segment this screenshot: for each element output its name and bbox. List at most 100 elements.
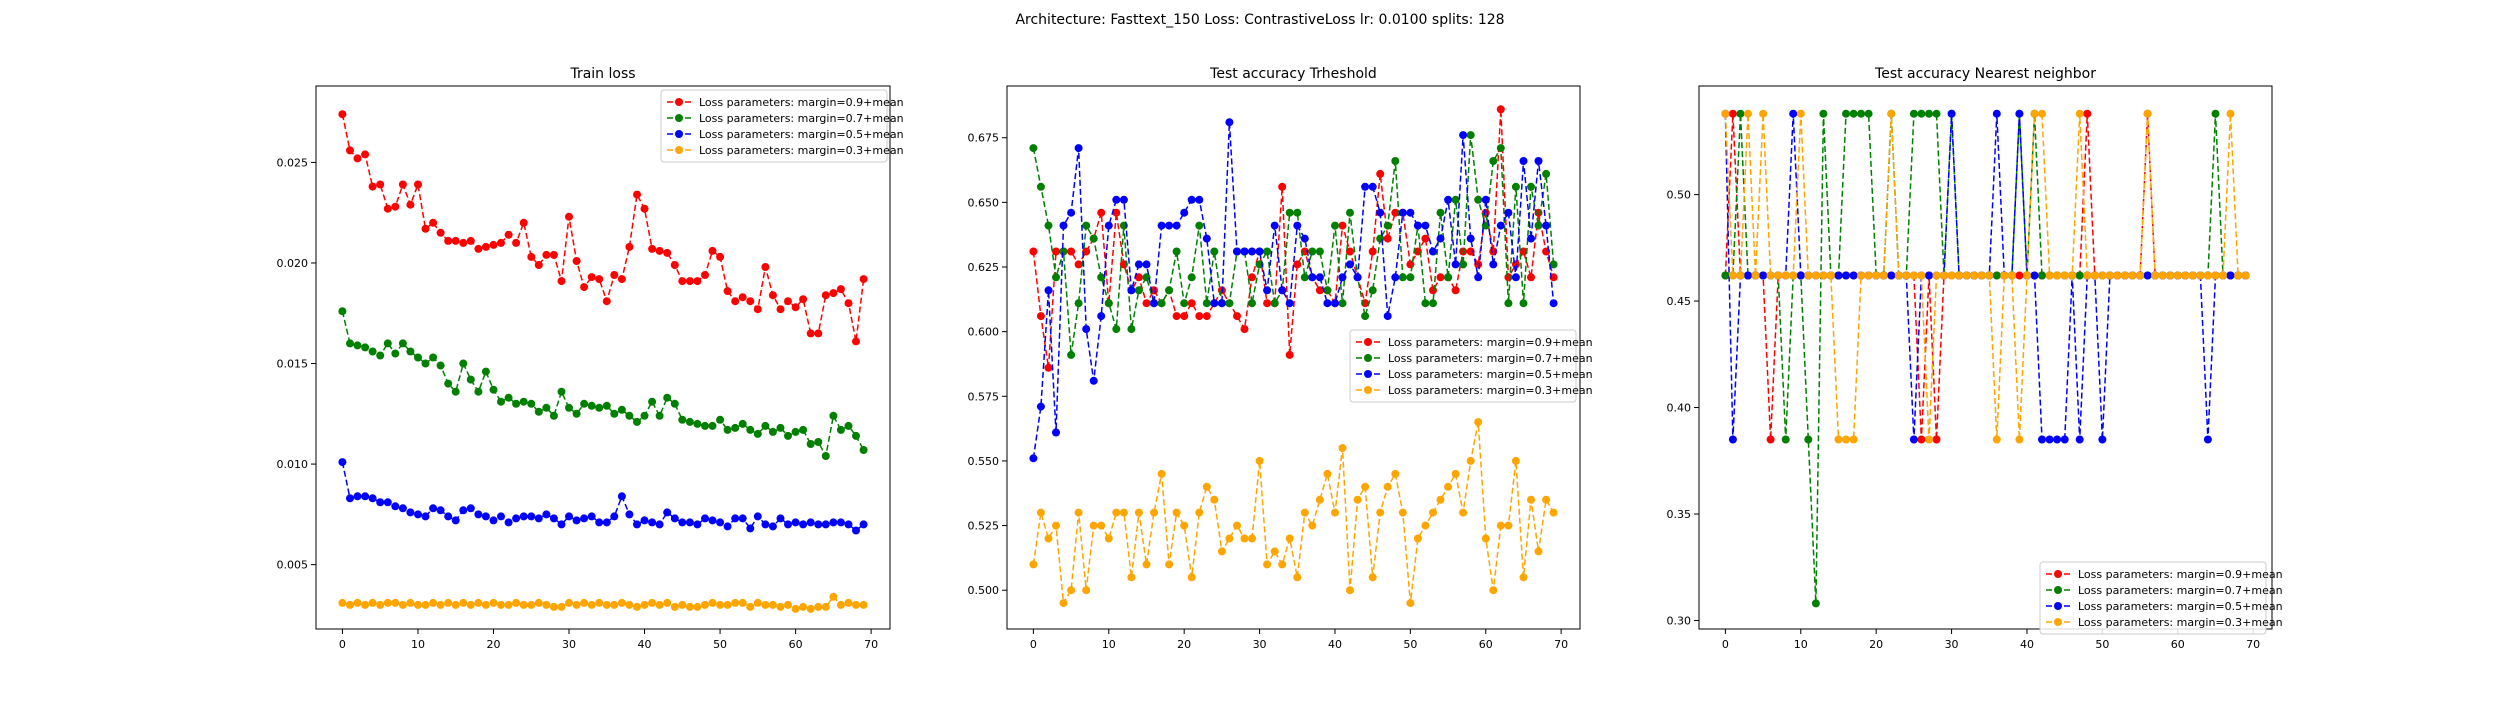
data-point [814,329,823,338]
data-point [1315,273,1324,282]
data-point [1391,469,1400,478]
data-point [361,492,370,501]
data-point [1150,299,1158,308]
data-point [1728,109,1737,118]
data-point [1172,312,1181,321]
data-point [2060,271,2069,280]
panel-title: Test accuracy Trheshold [1209,66,1377,82]
data-point [1323,286,1332,295]
data-point [383,498,392,507]
data-point [1759,109,1768,118]
data-point [1436,273,1445,282]
data-point [436,361,445,370]
data-point [1308,273,1317,282]
legend-label: Loss parameters: margin=0.3+mean [2078,616,2283,629]
data-point [1459,508,1468,517]
data-point [1751,271,1760,280]
data-point [806,440,815,448]
data-point [1781,271,1790,280]
data-point [738,293,747,302]
data-point [572,600,581,609]
data-point [1429,299,1437,308]
data-point [1391,208,1400,217]
data-point [1519,247,1528,256]
data-point [1157,221,1166,230]
data-point [489,240,498,249]
data-point [361,343,370,352]
legend-swatch-marker [1364,386,1372,394]
data-point [580,283,589,292]
data-point [398,504,407,513]
data-point [444,598,453,607]
data-point [481,367,490,376]
data-point [1089,376,1098,385]
data-point [1315,247,1324,256]
data-point [1466,131,1475,140]
data-point [738,598,747,607]
data-point [542,250,551,259]
data-point [534,598,543,607]
data-point [1285,299,1294,308]
data-point [1044,363,1053,372]
data-point [1293,260,1302,269]
data-point [1210,495,1219,504]
data-point [1864,271,1873,280]
data-point [1519,573,1528,582]
data-point [1293,573,1302,582]
data-point [852,526,860,535]
data-point [1210,247,1219,256]
series-4 [1721,109,2250,444]
data-point [2090,271,2099,280]
legend-label: Loss parameters: margin=0.7+mean [2078,584,2283,597]
data-point [829,518,838,527]
legend-box [660,89,888,163]
data-point [398,339,407,348]
data-point [1504,273,1513,282]
data-point [2007,271,2016,280]
data-point [1127,325,1136,334]
data-point [1082,325,1091,334]
data-point [1142,260,1151,269]
data-point [1436,208,1445,217]
data-point [1195,195,1204,204]
data-point [1542,495,1551,504]
data-point [784,297,792,306]
data-point [346,339,354,348]
data-point [587,273,596,282]
data-point [1542,169,1551,178]
data-point [2098,271,2107,280]
data-point [761,263,770,271]
data-point [1233,521,1241,530]
data-point [1766,271,1775,280]
data-point [1044,221,1053,230]
data-point [549,250,558,259]
legend-swatch-marker [1364,370,1372,378]
data-point [1036,402,1045,411]
data-point [821,520,830,529]
data-point [2196,271,2205,280]
data-point [1315,286,1324,295]
data-point [587,512,596,521]
data-point [1947,109,1956,118]
data-point [1549,508,1558,517]
data-point [1459,131,1468,140]
legend-label: Loss parameters: margin=0.9+mean [699,96,904,109]
data-point [648,598,657,607]
data-point [776,305,785,314]
data-point [799,425,808,434]
data-point [1744,109,1752,118]
y-tick-label: 0.625 [968,261,1000,274]
data-point [2038,435,2046,444]
legend-swatch-marker [2054,602,2062,610]
data-point [1142,273,1151,282]
data-point [1134,273,1143,282]
panel-2: Test accuracy Trheshold 0 10 20 30 40 50 60 70 0.… [968,66,1593,651]
data-point [1134,286,1143,295]
data-point [1315,495,1324,504]
data-point [474,244,483,253]
data-point [2234,271,2243,280]
series-4 [338,592,868,613]
data-point [1180,299,1189,308]
data-point [1542,221,1551,230]
data-point [497,397,505,406]
